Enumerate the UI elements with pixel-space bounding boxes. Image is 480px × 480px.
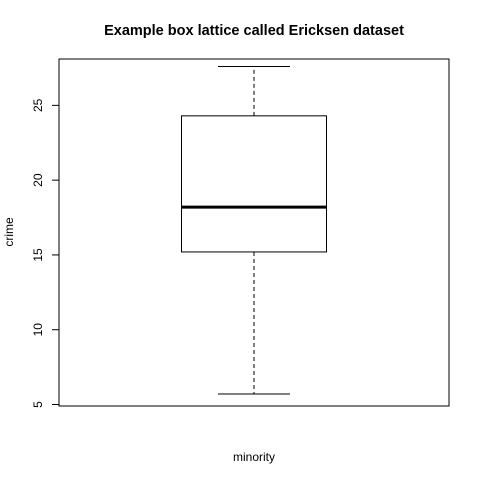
interquartile-box xyxy=(181,115,327,253)
chart-title: Example box lattice called Ericksen data… xyxy=(104,23,404,39)
y-tick-label: 5 xyxy=(31,401,45,408)
plot-area-frame xyxy=(58,58,450,407)
x-axis-label: minority xyxy=(233,450,275,464)
y-axis-label: crime xyxy=(2,217,16,247)
y-tick-label: 10 xyxy=(31,323,45,337)
y-axis: 5 10 15 20 25 xyxy=(31,98,60,408)
y-tick-label: 15 xyxy=(31,248,45,262)
y-tick-label: 20 xyxy=(31,173,45,187)
box-group xyxy=(181,65,327,395)
y-tick-label: 25 xyxy=(31,98,45,112)
